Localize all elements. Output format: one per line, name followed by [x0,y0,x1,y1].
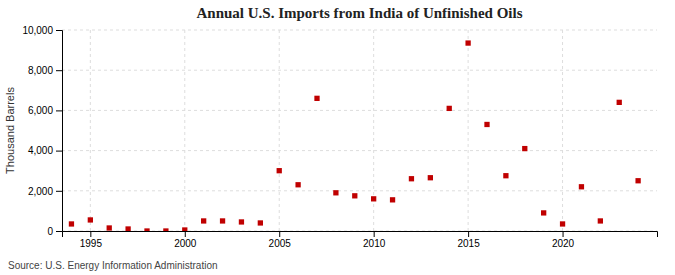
grid-line [62,70,657,71]
grid-line [184,30,185,231]
point [541,210,546,215]
x-tick-label: 2010 [363,238,386,249]
point [258,220,263,225]
point [239,219,244,224]
y-tick: 0 [47,226,62,237]
x-tick-mark [279,231,280,237]
title: Annual U.S. Imports from India of Unfini… [196,5,522,21]
point [277,168,282,173]
y-tick-label: 2,000 [28,186,53,197]
grid [62,30,657,231]
x-tick-label: 2000 [174,238,197,249]
point [352,193,357,198]
point [88,217,93,222]
x-tick: 2010 [363,231,386,249]
x-tick-mark [90,231,91,237]
x-tick: 2005 [269,231,292,249]
point [579,184,584,189]
point [617,100,622,105]
y-tick-label: 10,000 [22,25,53,36]
grid-line [62,190,657,191]
y-tick-label: 0 [47,226,53,237]
x-tick-mark [563,231,564,237]
point [107,225,112,230]
point [371,196,376,201]
point [144,228,149,231]
y-tick-label: 8,000 [28,65,53,76]
y-tick-mark [56,30,62,31]
y-tick-mark [56,191,62,192]
x-tick-label: 2020 [552,238,575,249]
x-tick-label: 2005 [269,238,292,249]
y-tick-label: 6,000 [28,105,53,116]
point [598,218,603,223]
x-tick-mark [185,231,186,237]
source-note: Source: U.S. Energy Information Administ… [8,260,218,271]
y-axis-line [56,31,63,232]
plot-area: 1995 2000 2005 2010 2015 2020 0 2,000 4,000 6,000… [22,25,657,249]
point [314,96,319,101]
x-tick: 2015 [457,231,480,249]
point [409,176,414,181]
point [465,40,470,45]
y-tick: 6,000 [28,105,62,116]
y-tick-mark [56,231,62,232]
y-axis-title: Thousand Barrels [4,87,16,174]
x-tick-mark [468,231,469,237]
y-tick-mark [56,110,62,111]
grid-line [90,30,91,231]
point [635,178,640,183]
y-tick-label: 4,000 [28,145,53,156]
point [428,175,433,180]
point [295,182,300,187]
grid-line [62,30,657,31]
point [503,173,508,178]
x-tick: 1995 [80,231,103,249]
x-tick: 2020 [552,231,575,249]
x-tick: 2000 [174,231,197,249]
points [69,40,641,231]
point [69,221,74,226]
point [522,146,527,151]
point [182,227,187,231]
x-axis: 1995 2000 2005 2010 2015 2020 [63,231,658,249]
x-tick-label: 1995 [80,238,103,249]
grid-line [279,30,280,231]
point [163,228,168,231]
x-axis-line [63,232,658,238]
y-tick: 4,000 [28,145,62,156]
point [125,226,130,231]
grid-line [62,110,657,111]
y-axis: 0 2,000 4,000 6,000 8,000 10,000 [22,25,62,237]
grid-line [62,150,657,151]
x-tick-mark [374,231,375,237]
point [220,218,225,223]
y-tick: 10,000 [22,25,62,36]
y-tick-mark [56,70,62,71]
grid-line [468,30,469,231]
point [447,106,452,111]
point [390,197,395,202]
chart: 1995 2000 2005 2010 2015 2020 0 2,000 4,000 6,000… [0,0,675,275]
x-tick-label: 2015 [457,238,480,249]
point [560,221,565,226]
grid-line [562,30,563,231]
point [333,190,338,195]
y-tick-mark [56,151,62,152]
point [484,122,489,127]
point [201,218,206,223]
y-tick: 8,000 [28,65,62,76]
y-tick: 2,000 [28,186,62,197]
